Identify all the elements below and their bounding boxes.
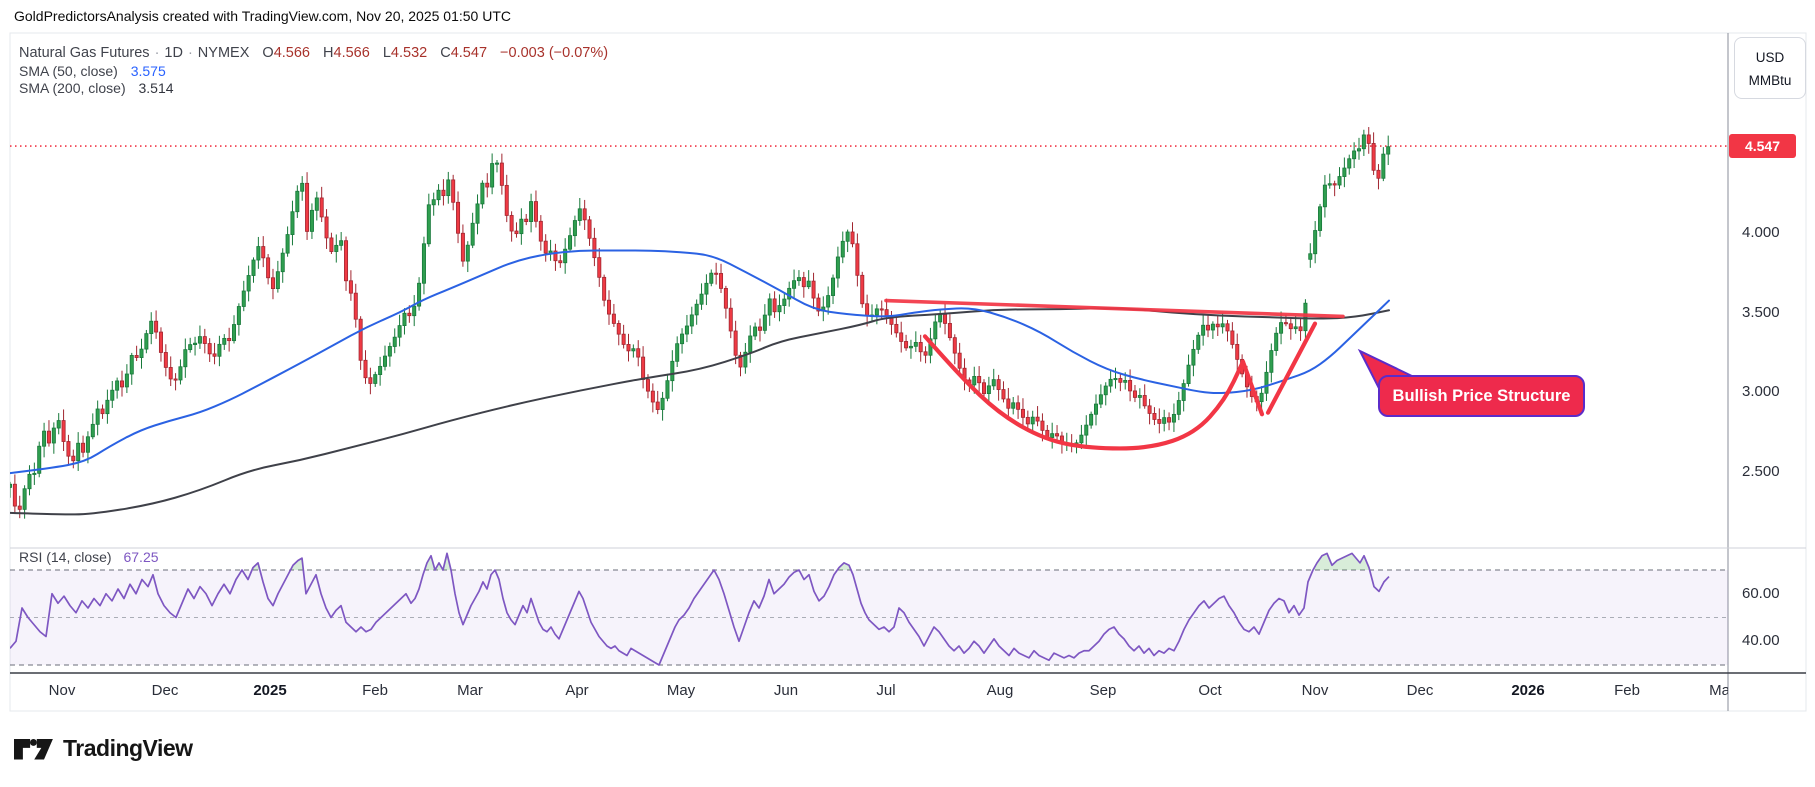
time-axis-label: Jun [773,682,799,699]
tradingview-logo[interactable]: TradingView [14,735,193,762]
time-axis-label: Dec [151,682,179,699]
time-axis-label: Mar [457,682,483,699]
high-label: H [323,45,334,61]
close-label: C [440,45,451,61]
time-axis-label: Feb [1614,682,1640,699]
time-axis-label: 2025 [253,682,287,699]
sma200-value: 3.514 [138,80,174,96]
rsi-label: RSI (14, close) [19,549,112,565]
sma50-value: 3.575 [130,63,166,79]
symbol-legend[interactable]: Natural Gas Futures · 1D · NYMEX O4.566 H4.5… [19,45,608,61]
unit-measure: MMBtu [1748,73,1792,88]
change-value: −0.003 (−0.07%) [500,45,609,61]
separator-dot: · [154,45,160,61]
open-value: 4.566 [273,45,310,61]
rsi-value: 67.25 [123,549,159,565]
rsi-legend[interactable]: RSI (14, close) 67.25 [19,549,159,565]
time-axis-label: Dec [1406,682,1434,699]
time-axis-label: Apr [565,682,589,699]
attribution-text: GoldPredictorsAnalysis created with Trad… [14,8,511,24]
price-tick-label: 2.500 [1742,462,1780,480]
rsi-tick-label: 60.00 [1742,584,1780,602]
rsi-pane [10,552,1728,666]
price-tick-label: 4.000 [1742,224,1780,241]
tradingview-wordmark: TradingView [63,735,193,761]
price-pane [10,127,1728,519]
exchange-label: NYMEX [197,45,250,61]
time-axis-label: Feb [362,682,388,699]
symbol-title: Natural Gas Futures [19,45,150,61]
sma200-label: SMA (200, close) [19,80,126,96]
time-axis-label: Mar [1709,682,1728,699]
open-label: O [262,45,274,61]
tradingview-mark-icon [14,738,53,760]
close-value: 4.547 [450,45,488,61]
low-value: 4.532 [390,45,428,61]
time-axis-label: Jul [876,682,896,699]
sma200-legend[interactable]: SMA (200, close) 3.514 [19,80,174,96]
time-axis-label: Sep [1089,682,1117,699]
price-tick-label: 3.500 [1742,303,1780,321]
rsi-tick-label: 40.00 [1742,632,1780,650]
low-label: L [382,45,391,61]
time-axis-label: Aug [986,682,1014,699]
last-price-badge: 4.547 [1729,134,1796,158]
high-value: 4.566 [333,45,370,61]
sma50-legend[interactable]: SMA (50, close) 3.575 [19,63,166,79]
time-axis-label: Nov [48,682,76,699]
price-tick-label: 3.000 [1742,383,1780,400]
timeframe-label[interactable]: 1D [164,45,183,61]
time-axis-label: 2026 [1511,682,1545,699]
time-axis[interactable]: Nov Dec 2025 Feb Mar Apr May Jun Jul Aug Sep Oct Nov… [10,676,1728,706]
sma50-label: SMA (50, close) [19,63,118,79]
separator-dot: · [187,45,193,61]
bullish-structure-callout: Bullish Price Structure [1378,375,1585,417]
time-axis-label: Nov [1301,682,1329,699]
time-axis-label: May [666,682,696,699]
price-unit-box[interactable]: USD MMBtu [1734,37,1806,99]
unit-currency: USD [1755,50,1785,65]
time-axis-label: Oct [1198,682,1222,699]
